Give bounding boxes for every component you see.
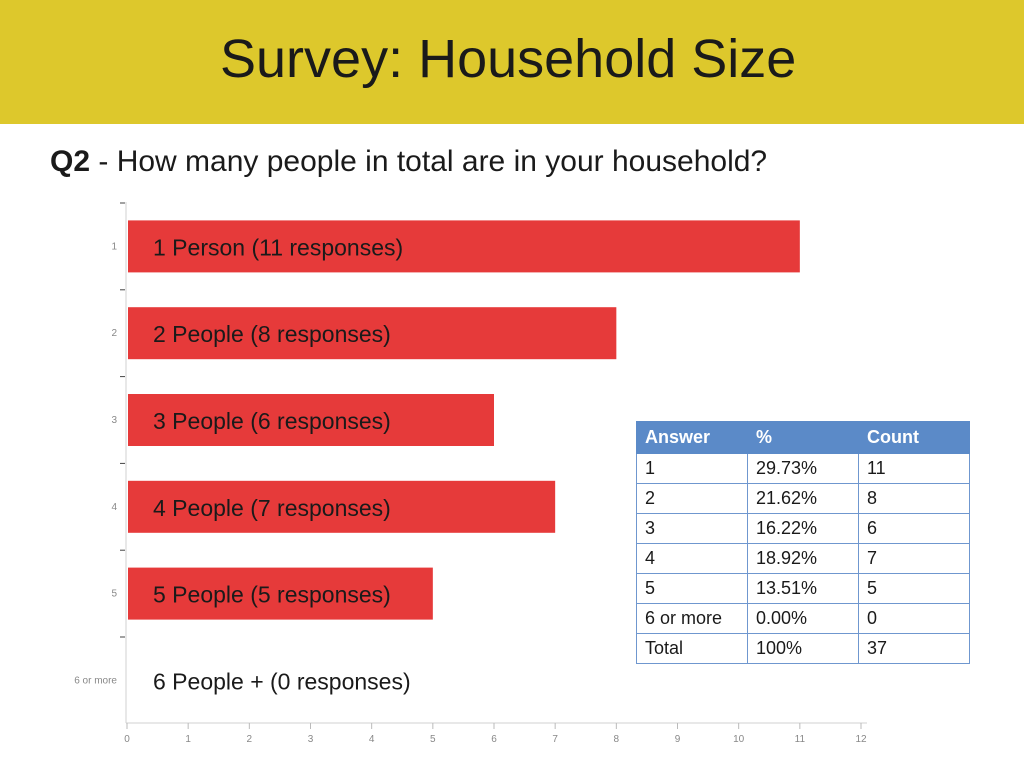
question-prompt: - How many people in total are in your h…	[90, 145, 768, 178]
table-row: 2 21.62% 8	[636, 483, 970, 514]
table-cell: 2	[636, 483, 748, 514]
x-tick-label: 12	[855, 734, 867, 745]
table-header-row: Answer % Count	[636, 421, 970, 454]
table-cell: 37	[858, 633, 970, 664]
bar	[128, 394, 494, 446]
table-cell: 29.73%	[747, 453, 859, 484]
x-tick-label: 2	[247, 734, 253, 745]
x-tick-label: 11	[795, 734, 806, 745]
x-tick-label: 5	[430, 734, 436, 745]
y-tick-label: 4	[111, 502, 117, 513]
bar	[128, 567, 433, 620]
table-cell: 1	[636, 453, 748, 484]
table-row-total: Total 100% 37	[636, 633, 970, 664]
table-cell: 7	[858, 543, 970, 574]
table-cell: 18.92%	[747, 543, 859, 574]
table-cell: 16.22%	[747, 513, 859, 544]
table-cell: 11	[858, 453, 970, 484]
x-tick-label: 4	[369, 734, 375, 745]
x-tick-label: 3	[308, 734, 314, 745]
bar	[128, 220, 800, 273]
y-tick-label: 1	[111, 241, 117, 252]
table-cell: 0.00%	[747, 603, 859, 634]
table-row: 1 29.73% 11	[636, 453, 970, 484]
table-row: 6 or more 0.00% 0	[636, 603, 970, 634]
bar	[128, 307, 617, 360]
bar-data-label: 6 People + (0 responses)	[153, 668, 411, 694]
x-tick-label: 0	[124, 734, 130, 745]
title-banner: Survey: Household Size	[0, 0, 1024, 124]
table-cell: 8	[858, 483, 970, 514]
table-cell: 5	[858, 573, 970, 604]
bar-data-label: 3 People (6 responses)	[153, 408, 391, 434]
column-header-percent: %	[747, 421, 859, 454]
question-text: Q2 - How many people in total are in you…	[50, 145, 767, 179]
table-cell: 13.51%	[747, 573, 859, 604]
x-tick-label: 9	[675, 734, 681, 745]
table-cell: Total	[636, 633, 748, 664]
table-row: 3 16.22% 6	[636, 513, 970, 544]
table-cell: 21.62%	[747, 483, 859, 514]
y-tick-label: 5	[111, 589, 117, 600]
table-cell: 4	[636, 543, 748, 574]
column-header-answer: Answer	[636, 421, 748, 454]
x-tick-label: 10	[733, 734, 745, 745]
y-tick-label: 3	[111, 415, 117, 426]
bar-data-label: 2 People (8 responses)	[153, 321, 391, 347]
y-tick-label: 6 or more	[74, 675, 117, 686]
bar-data-label: 4 People (7 responses)	[153, 495, 391, 521]
x-tick-label: 6	[491, 734, 497, 745]
x-tick-label: 7	[552, 734, 558, 745]
table-row: 4 18.92% 7	[636, 543, 970, 574]
table-cell: 6	[858, 513, 970, 544]
table-cell: 100%	[747, 633, 859, 664]
column-header-count: Count	[858, 421, 970, 454]
bar	[128, 480, 556, 533]
bar-data-label: 5 People (5 responses)	[153, 582, 391, 608]
x-tick-label: 1	[185, 734, 191, 745]
table-row: 5 13.51% 5	[636, 573, 970, 604]
y-tick-label: 2	[111, 328, 117, 339]
bar-data-label: 1 Person (11 responses)	[153, 234, 403, 260]
question-number: Q2	[50, 145, 91, 178]
page-title: Survey: Household Size	[220, 29, 797, 89]
table-cell: 5	[636, 573, 748, 604]
table-cell: 6 or more	[636, 603, 748, 634]
x-tick-label: 8	[614, 734, 620, 745]
table-cell: 0	[858, 603, 970, 634]
results-table: Answer % Count 1 29.73% 11 2 21.62% 8 3 …	[636, 421, 970, 664]
table-cell: 3	[636, 513, 748, 544]
